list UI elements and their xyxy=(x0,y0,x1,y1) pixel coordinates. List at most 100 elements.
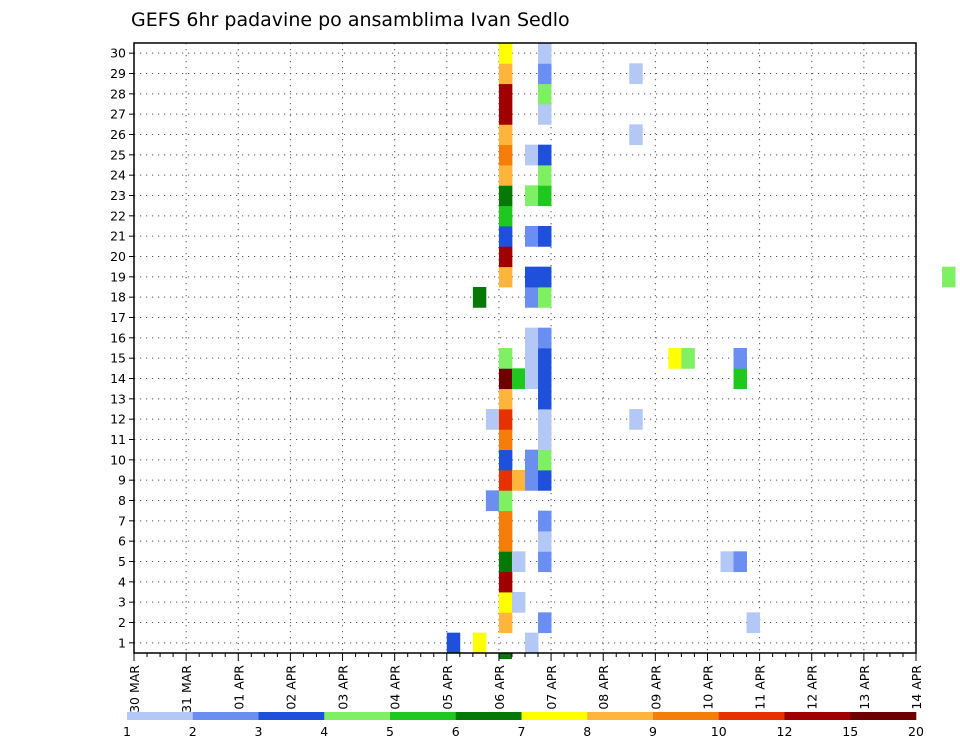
x-tick-label: 02 APR xyxy=(283,665,298,710)
heatmap-cell xyxy=(498,612,513,634)
legend-swatch xyxy=(192,712,259,720)
heatmap-cell xyxy=(525,449,539,471)
heatmap-cell xyxy=(538,368,552,390)
heatmap-cell xyxy=(472,632,487,654)
heatmap-cell xyxy=(511,470,526,491)
y-tick-label: 24 xyxy=(110,168,126,183)
heatmap-cells xyxy=(446,43,956,659)
color-legend: 1 2 3 4 5 6 7 8 9 10 12 15 20 xyxy=(123,712,924,739)
heatmap-cell xyxy=(538,612,552,634)
heatmap-cell xyxy=(498,470,513,491)
heatmap-cell xyxy=(525,327,539,349)
y-tick-label: 2 xyxy=(118,615,126,630)
y-axis: 1234567891011121314151617181920212223242… xyxy=(110,46,134,650)
y-tick-label: 18 xyxy=(110,290,126,305)
heatmap-cell xyxy=(498,205,513,227)
y-tick-label: 26 xyxy=(110,127,126,142)
heatmap-cell xyxy=(498,653,512,659)
heatmap-cell xyxy=(498,571,513,593)
heatmap-cell xyxy=(720,551,734,573)
heatmap-cell xyxy=(538,165,552,186)
legend-swatch xyxy=(784,712,851,720)
y-tick-label: 27 xyxy=(110,107,126,122)
legend-swatch xyxy=(718,712,785,720)
y-tick-label: 5 xyxy=(118,554,126,569)
heatmap-cell xyxy=(485,409,500,430)
heatmap-cell xyxy=(498,388,513,410)
y-tick-label: 28 xyxy=(110,86,126,101)
y-tick-label: 6 xyxy=(118,534,126,549)
heatmap-cell xyxy=(498,551,513,573)
y-tick-label: 13 xyxy=(110,391,126,406)
heatmap-cell xyxy=(498,83,513,105)
heatmap-cell xyxy=(525,266,539,288)
x-tick-label: 05 APR xyxy=(440,665,455,710)
legend-tick-label: 1 xyxy=(123,724,131,739)
x-axis: 30 MAR 31 MAR 01 APR 02 APR 03 APR 04 APR 05 A… xyxy=(127,653,924,713)
heatmap-cell xyxy=(538,429,552,451)
x-tick-label: 10 APR xyxy=(700,665,715,710)
y-tick-label: 7 xyxy=(118,513,126,528)
y-tick-label: 17 xyxy=(110,310,126,325)
heatmap-cell xyxy=(498,449,513,471)
heatmap-cell xyxy=(525,185,539,207)
legend-swatch xyxy=(258,712,325,720)
legend-swatch xyxy=(587,712,654,720)
y-tick-label: 11 xyxy=(110,432,126,447)
heatmap-cell xyxy=(498,368,513,390)
heatmap-cell xyxy=(538,185,552,207)
x-tick-label: 03 APR xyxy=(336,665,351,710)
legend-swatch xyxy=(850,712,917,720)
heatmap-cell xyxy=(942,266,956,288)
heatmap-cell xyxy=(498,43,513,64)
y-tick-label: 8 xyxy=(118,493,126,508)
heatmap-cell xyxy=(538,470,552,491)
heatmap-cell xyxy=(538,43,552,64)
x-tick-label: 31 MAR xyxy=(179,665,194,713)
heatmap-cell xyxy=(525,144,539,166)
x-tick-label: 08 APR xyxy=(596,665,611,710)
heatmap-cell xyxy=(538,449,552,471)
heatmap-cell xyxy=(511,368,526,390)
heatmap-cell xyxy=(538,83,552,105)
y-tick-label: 3 xyxy=(118,595,126,610)
heatmap-cell xyxy=(538,144,552,166)
heatmap-cell xyxy=(498,348,513,369)
heatmap-cell xyxy=(538,409,552,430)
legend-swatch xyxy=(455,712,522,720)
legend-tick-label: 6 xyxy=(452,724,460,739)
heatmap-cell xyxy=(538,287,552,308)
legend-tick-label: 7 xyxy=(518,724,526,739)
y-tick-label: 21 xyxy=(110,229,126,244)
heatmap-cell xyxy=(498,409,513,430)
heatmap-cell xyxy=(485,490,500,512)
heatmap-cell xyxy=(511,592,526,613)
legend-swatch xyxy=(324,712,391,720)
heatmap-cell xyxy=(498,226,513,247)
heatmap-cell xyxy=(733,348,747,369)
heatmap-cell xyxy=(746,612,760,634)
legend-tick-label: 20 xyxy=(908,724,924,739)
legend-swatch xyxy=(521,712,588,720)
x-tick-label: 04 APR xyxy=(388,665,403,710)
y-tick-label: 12 xyxy=(110,412,126,427)
legend-tick-label: 15 xyxy=(842,724,858,739)
legend-tick-label: 5 xyxy=(386,724,394,739)
legend-swatch xyxy=(653,712,720,720)
heatmap-cell xyxy=(498,185,513,207)
y-tick-label: 25 xyxy=(110,147,126,162)
heatmap-cell xyxy=(498,531,513,552)
y-tick-label: 16 xyxy=(110,330,126,345)
heatmap-cell xyxy=(733,551,747,573)
heatmap-cell xyxy=(538,510,552,532)
heatmap-cell xyxy=(472,287,487,308)
heatmap-cell xyxy=(498,429,513,451)
y-tick-label: 1 xyxy=(118,635,126,650)
heatmap-cell xyxy=(511,551,526,573)
heatmap-cell xyxy=(525,287,539,308)
heatmap-cell xyxy=(525,470,539,491)
heatmap-cell xyxy=(446,632,461,654)
heatmap-cell xyxy=(668,348,682,369)
